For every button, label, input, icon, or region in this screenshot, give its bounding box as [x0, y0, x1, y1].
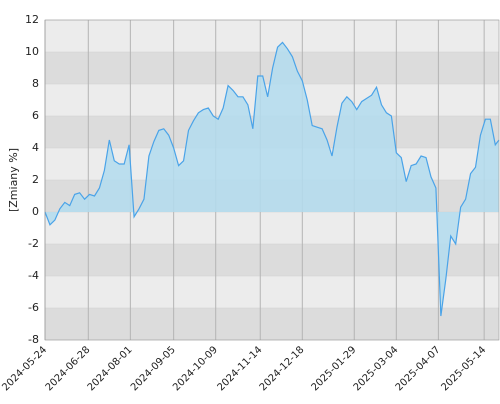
y-tick-label: 12 [25, 13, 39, 26]
y-tick-label: 8 [32, 77, 39, 90]
y-tick-label: 10 [25, 45, 39, 58]
grid-band [45, 244, 499, 276]
x-tick-label: 2024-05-24 [0, 344, 49, 393]
y-tick-label: -2 [28, 237, 39, 250]
y-tick-label: -6 [28, 301, 39, 314]
plot-frame [44, 19, 500, 341]
grid-band [45, 308, 499, 340]
x-tick-label: 2024-08-01 [86, 344, 135, 393]
y-axis-label: [Zmiany %] [7, 148, 20, 212]
x-tick-label: 2025-04-07 [394, 344, 443, 393]
y-tick-label: 2 [32, 173, 39, 186]
y-tick-label: 6 [32, 109, 39, 122]
y-tick-label: -8 [28, 333, 39, 346]
x-tick-label: 2024-10-09 [171, 344, 220, 393]
y-tick-label: -4 [28, 269, 39, 282]
data-line [44, 41, 500, 317]
grid-band [45, 20, 499, 52]
y-tick-label: 0 [32, 205, 39, 218]
x-tick-label: 2024-12-18 [258, 344, 307, 393]
area-fill [45, 42, 499, 317]
grid-band [45, 276, 499, 308]
y-tick-label: 4 [32, 141, 39, 154]
x-tick-label: 2025-05-14 [440, 344, 489, 393]
grid-band [45, 212, 499, 244]
